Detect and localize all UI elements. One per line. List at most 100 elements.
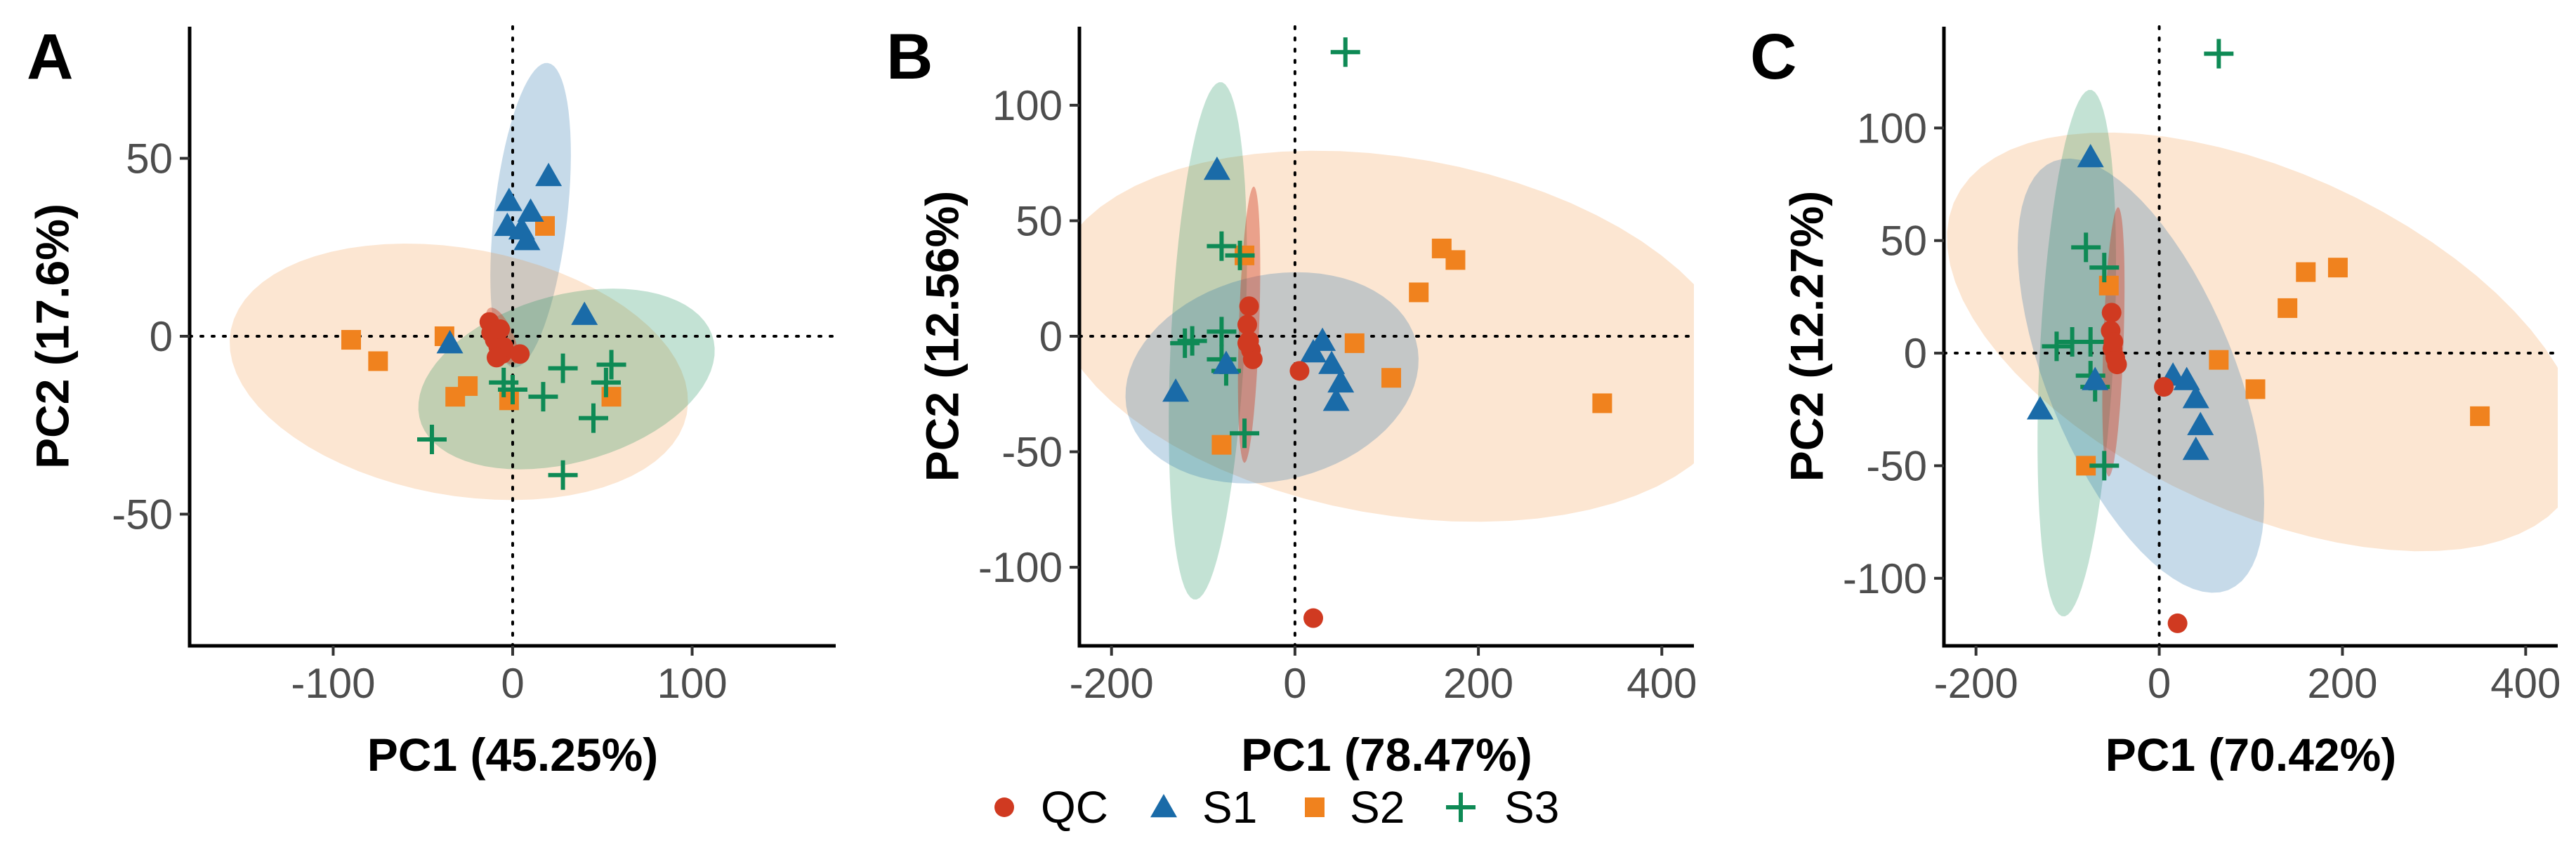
confidence-ellipses [1079,82,1694,600]
legend: QC S1 S2 S3 [994,782,1559,833]
x-tick-label: -200 [1070,660,1154,707]
legend-marker-s2 [1305,797,1325,817]
x-axis-title: PC1 (78.47%) [1241,729,1532,781]
point-s1 [436,330,464,354]
point-s2 [1211,435,1232,455]
x-tick-label: 0 [1283,660,1306,707]
x-axis-title: PC1 (70.42%) [2105,729,2397,781]
ellipse-s3 [2037,90,2116,617]
legend-label: S2 [1350,782,1405,833]
point-s3 [528,382,558,412]
point-s2 [341,330,361,350]
point-s3 [417,425,447,454]
point-s2 [1381,368,1402,388]
point-s1 [1318,350,1346,374]
legend-label: S3 [1504,782,1559,833]
x-tick-label: 100 [657,660,728,707]
point-s2 [2327,258,2348,278]
point-s1 [2077,144,2104,168]
point-s3 [2057,327,2087,357]
point-s1 [1322,387,1350,411]
y-tick-label: 0 [150,313,173,360]
legend-item-s3: S3 [1446,782,1559,833]
panel-letter: C [1750,21,1796,93]
x-tick-label: 0 [501,660,524,707]
legend-item-s2: S2 [1305,782,1405,833]
point-s2 [1344,333,1365,353]
point-s3 [596,350,626,380]
point-s2 [1592,393,1612,413]
point-s3 [548,353,578,383]
point-s3 [1225,240,1255,270]
point-s1 [571,301,598,325]
y-tick-label: -50 [1001,429,1063,476]
point-s3 [498,375,527,405]
ellipse-s3 [1169,82,1247,600]
point-qc [1303,608,1324,628]
point-s1 [2187,411,2214,435]
y-axis-title: PC2 (17.6%) [26,204,78,469]
data-points [1162,37,1612,628]
point-qc [2167,613,2188,633]
point-qc [2101,303,2122,323]
panel-C: -200 0 200 400 -100 -50 0 50 100 PC1 (70.42%) PC2 … [1750,21,2561,781]
point-s3 [548,460,578,490]
confidence-ellipses [1947,90,2558,617]
point-s2 [2245,379,2266,399]
point-s3 [579,403,608,433]
axis-lines [1077,27,1694,648]
x-tick-label: 200 [2307,660,2377,707]
point-s3 [1207,231,1237,261]
point-s1 [2082,366,2109,390]
point-s3 [2071,232,2101,263]
y-tick-label: 0 [1039,313,1063,360]
confidence-ellipses [230,62,715,501]
legend-item-s1: S1 [1150,782,1257,833]
point-s2 [1409,282,1429,303]
ellipse-s2 [230,244,688,501]
point-qc [510,344,530,364]
point-qc [2107,355,2127,375]
point-s3 [1177,326,1207,356]
point-s1 [1309,327,1336,351]
point-s3 [1170,328,1200,358]
point-s1 [1162,378,1190,402]
point-s2 [2278,298,2298,318]
x-tick-label: 400 [1627,660,1697,707]
x-tick-label: 200 [1443,660,1513,707]
y-tick-label: 50 [126,135,173,183]
y-tick-label: 50 [1016,197,1063,244]
panel-letter: A [27,21,73,93]
point-s2 [458,376,478,396]
y-tick-label: -100 [978,544,1063,591]
axis-lines [188,27,836,648]
point-qc [1237,333,1257,353]
legend-label: S1 [1202,782,1257,833]
panel-B: -200 0 200 400 -100 -50 0 50 100 PC1 (78.47%) PC2 … [886,21,1697,781]
point-s2 [368,351,388,371]
point-s3 [591,367,621,397]
point-s1 [1327,369,1355,393]
point-qc [1289,361,1310,381]
point-qc [1237,314,1257,335]
point-s3 [2089,253,2120,283]
legend-marker-qc [994,797,1014,817]
x-tick-label: 400 [2490,660,2561,707]
point-s2 [2209,350,2229,370]
ellipse-s1 [1125,272,1419,484]
point-s1 [513,227,541,251]
legend-marker-s1 [1150,794,1177,818]
y-tick-label: -100 [1843,555,1927,602]
point-qc [1242,349,1263,369]
point-qc [2103,332,2124,352]
legend-marker-s3 [1446,793,1476,822]
point-s3 [2089,451,2120,481]
point-s1 [2173,366,2200,390]
point-s1 [1203,157,1230,180]
point-s2 [2470,406,2490,426]
point-s2 [2098,275,2119,296]
point-s1 [495,187,523,211]
point-s1 [2026,396,2053,420]
point-s1 [535,162,563,187]
